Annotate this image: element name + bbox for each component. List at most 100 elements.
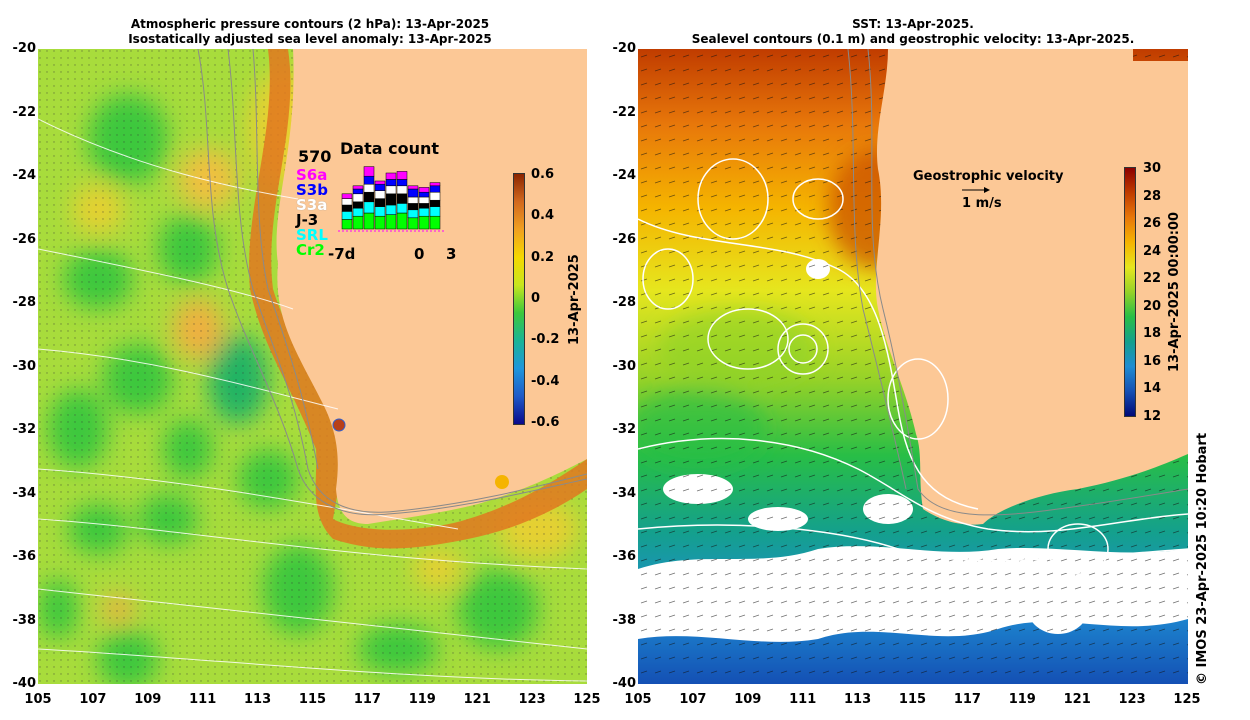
histogram-bar-segment	[418, 203, 430, 209]
histogram-bar-segment	[429, 199, 441, 207]
left-y-tick: -24	[12, 168, 37, 183]
histogram-bar-segment	[385, 172, 397, 180]
histogram-bar-segment	[407, 217, 419, 230]
histogram-bar-segment	[396, 171, 408, 180]
right-colorbar-tick: 24	[1143, 243, 1162, 259]
histogram-bar-segment	[385, 193, 397, 206]
right-x-tick: 121	[1063, 692, 1091, 707]
left-colorbar-tick: -0.6	[531, 415, 560, 430]
right-y-tick: -20	[612, 41, 637, 56]
left-x-tick: 119	[408, 692, 436, 707]
right-x-tick: 115	[898, 692, 927, 707]
right-y-tick: -28	[612, 295, 637, 310]
data-count-title: Data count	[340, 139, 439, 158]
histogram-bar-segment	[363, 201, 375, 214]
left-map[interactable]: 570 Data count S6a S3b S3a J-3 SRL Cr2 -7d 0 …	[38, 49, 587, 684]
pressure-contours	[38, 118, 587, 682]
histogram-bar-segment	[407, 188, 419, 198]
left-x-tick: 113	[244, 692, 272, 707]
mission-label: S3b	[296, 181, 328, 199]
histogram-bar-segment	[352, 193, 364, 203]
bathymetry-contours-right	[847, 49, 1188, 516]
histogram-bar-segment	[396, 203, 408, 214]
histogram-bar-segment	[385, 214, 397, 230]
data-count-axis-left: -7d	[328, 245, 356, 263]
left-map-svg	[38, 49, 587, 684]
right-y-tick: -26	[612, 231, 637, 247]
mission-list: S6a S3b S3a J-3 SRL Cr2	[296, 168, 336, 258]
left-y-tick: -28	[12, 295, 37, 310]
histogram-bar-segment	[429, 182, 441, 187]
right-x-tick: 105	[624, 692, 652, 707]
mission-label: S3a	[296, 196, 328, 214]
right-y-tick: -40	[612, 676, 637, 691]
imos-credit: © IMOS 23-Apr-2025 10:20 Hobart	[1195, 432, 1210, 685]
histogram-bar-segment	[418, 187, 430, 193]
left-colorbar-tick: -0.4	[531, 373, 560, 389]
histogram-bar-segment	[352, 185, 364, 190]
histogram-bar-segment	[374, 183, 386, 191]
right-x-tick: 125	[1173, 692, 1201, 707]
left-colorbar-tick: 0.2	[531, 249, 555, 265]
left-y-tick: -32	[12, 422, 37, 437]
left-x-tick: 111	[189, 692, 217, 707]
left-x-tick: 109	[134, 692, 162, 707]
histogram-bar-segment	[418, 196, 430, 204]
right-x-tick: 123	[1118, 692, 1146, 707]
left-y-tick: -30	[12, 358, 37, 374]
right-title-line2: Sealevel contours (0.1 m) and geostrophi…	[691, 32, 1135, 46]
right-x-tick: 107	[679, 692, 707, 707]
right-x-tick: 117	[953, 692, 981, 707]
left-colorbar-tick: -0.2	[531, 332, 560, 348]
right-x-tick: 113	[844, 692, 872, 707]
right-map-svg	[638, 49, 1188, 684]
right-colorbar-label: 13-Apr-2025 00:00:00	[1167, 211, 1182, 372]
right-y-tick: -24	[612, 168, 637, 183]
histogram-bar-segment	[341, 198, 353, 206]
left-colorbar-label: 13-Apr-2025	[567, 254, 582, 345]
left-x-tick: 115	[298, 692, 327, 707]
left-y-tick: -22	[12, 104, 37, 120]
histogram-bar-segment	[407, 203, 419, 211]
histogram-bar-segment	[374, 215, 386, 230]
left-y-tick: -38	[12, 612, 37, 628]
data-count-histogram	[338, 166, 444, 232]
mission-label: S6a	[296, 166, 328, 184]
right-y-tick: -22	[612, 104, 637, 120]
data-count-total: 570	[298, 147, 332, 166]
left-y-tick: -40	[12, 676, 37, 691]
left-title-line2: Isostatically adjusted sea level anomaly…	[128, 32, 492, 46]
left-colorbar-tick: 0.4	[531, 208, 555, 224]
histogram-bar-segment	[363, 212, 375, 230]
histogram-bar-segment	[407, 185, 419, 190]
right-title-line1: SST: 13-Apr-2025.	[852, 17, 974, 31]
right-colorbar	[1124, 167, 1136, 417]
velocity-scale-arrow-icon	[962, 187, 990, 193]
histogram-bar-segment	[341, 211, 353, 220]
histogram-bar-segment	[429, 215, 441, 230]
left-y-tick: -26	[12, 231, 37, 247]
mission-label: J-3	[296, 211, 319, 229]
right-colorbar-tick: 28	[1143, 188, 1162, 204]
histogram-bar-segment	[352, 201, 364, 209]
left-colorbar-tick: 0.6	[531, 167, 555, 182]
left-title-line1: Atmospheric pressure contours (2 hPa): 1…	[130, 17, 490, 31]
histogram-bar-segment	[352, 207, 364, 217]
histogram-bar-segment	[396, 179, 408, 187]
left-x-tick: 125	[573, 692, 601, 707]
left-y-tick: -34	[12, 485, 37, 501]
histogram-bar-segment	[429, 185, 441, 193]
histogram-bar-segment	[418, 207, 430, 217]
right-colorbar-tick: 22	[1143, 271, 1162, 287]
marker-dot	[495, 475, 509, 489]
rottnest-marker	[332, 418, 346, 432]
right-colorbar-tick: 26	[1143, 216, 1162, 232]
left-x-tick: 123	[518, 692, 546, 707]
histogram-bar-segment	[363, 175, 375, 185]
left-colorbar-tick: 0	[531, 291, 541, 306]
right-y-tick: -30	[612, 358, 637, 374]
data-count-inset: 570 Data count S6a S3b S3a J-3 SRL Cr2 -7d 0 …	[296, 137, 466, 267]
right-colorbar-tick: 18	[1143, 326, 1162, 342]
right-colorbar-tick: 14	[1143, 381, 1162, 397]
right-map[interactable]: Geostrophic velocity 1 m/s	[638, 49, 1188, 684]
